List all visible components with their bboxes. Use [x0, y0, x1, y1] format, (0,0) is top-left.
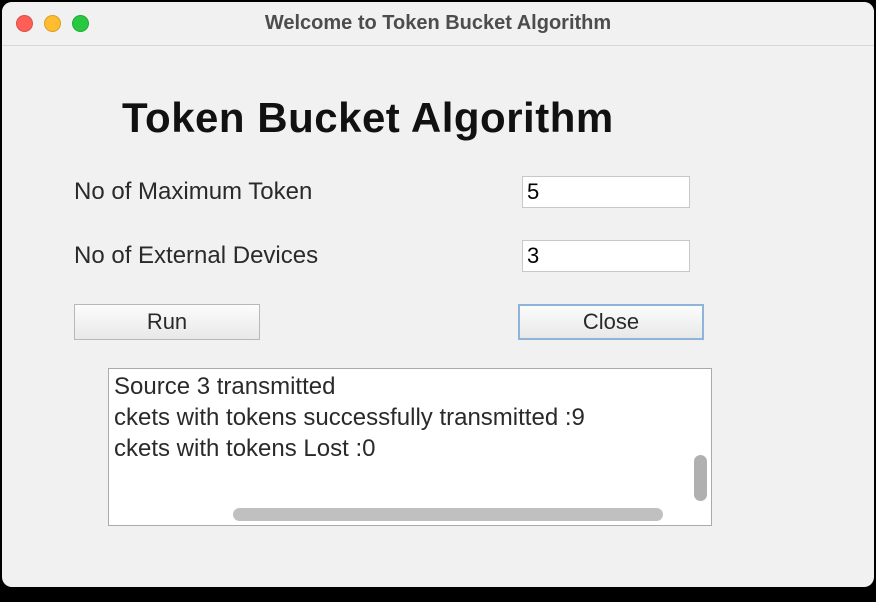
content-area: Token Bucket Algorithm No of Maximum Tok…	[2, 46, 874, 546]
window-close-icon[interactable]	[16, 15, 33, 32]
max-token-input[interactable]	[522, 176, 690, 208]
run-button[interactable]: Run	[74, 304, 260, 340]
output-text: Source 3 transmitted ckets with tokens s…	[114, 371, 585, 465]
horizontal-scrollbar-thumb[interactable]	[233, 508, 663, 521]
close-button[interactable]: Close	[518, 304, 704, 340]
external-devices-label: No of External Devices	[74, 242, 522, 270]
app-window: Welcome to Token Bucket Algorithm Token …	[2, 2, 874, 587]
traffic-lights	[2, 15, 89, 32]
button-row: Run Close	[74, 304, 802, 340]
max-token-label: No of Maximum Token	[74, 178, 522, 206]
vertical-scrollbar-thumb[interactable]	[694, 455, 707, 501]
titlebar: Welcome to Token Bucket Algorithm	[2, 2, 874, 46]
vertical-scrollbar[interactable]	[694, 373, 707, 511]
horizontal-scrollbar[interactable]	[113, 508, 691, 521]
page-title: Token Bucket Algorithm	[122, 94, 802, 142]
window-title: Welcome to Token Bucket Algorithm	[2, 12, 874, 35]
max-token-row: No of Maximum Token	[74, 176, 802, 208]
window-maximize-icon[interactable]	[72, 15, 89, 32]
external-devices-input[interactable]	[522, 240, 690, 272]
window-minimize-icon[interactable]	[44, 15, 61, 32]
output-textarea[interactable]: Source 3 transmitted ckets with tokens s…	[108, 368, 712, 526]
external-devices-row: No of External Devices	[74, 240, 802, 272]
